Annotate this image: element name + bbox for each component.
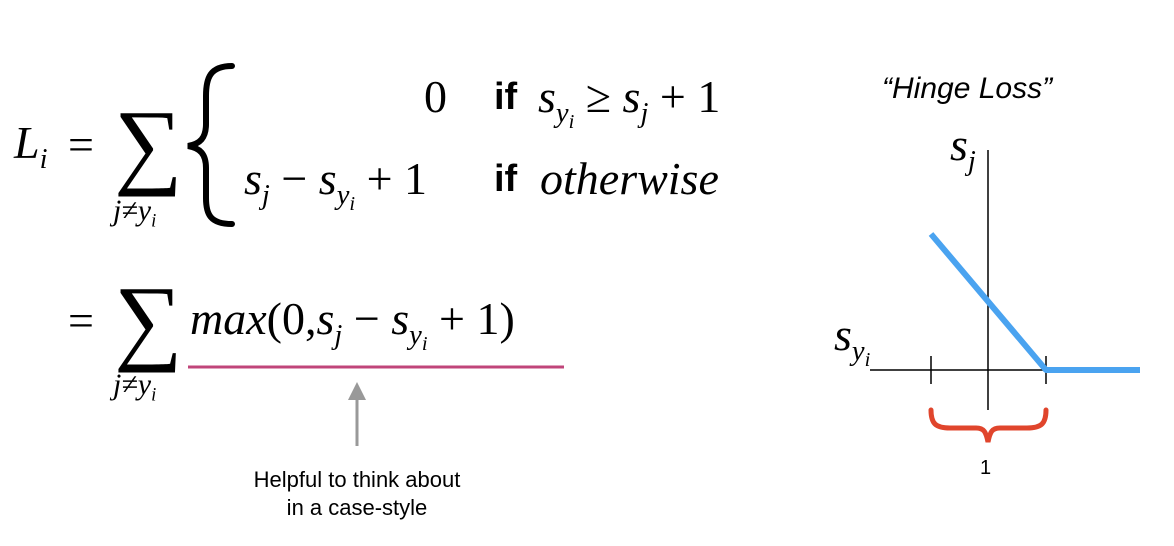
plot-title: “Hinge Loss” [882, 72, 1053, 105]
cases-left-brace [187, 63, 235, 227]
annotation-line-2: in a case-style [286, 495, 428, 520]
sum-symbol-1: ∑ [114, 90, 183, 197]
case2-expression: sj − syi + 1 [244, 153, 428, 216]
sum-limit-1: j≠yi [113, 194, 157, 232]
margin-brace [928, 407, 1049, 443]
equals-sign-2: = [68, 295, 94, 346]
x-axis-label: syi [834, 309, 871, 372]
max-expression: max(0,sj − syi + 1) [190, 293, 515, 356]
equals-sign-1: = [68, 119, 94, 170]
annotation-line-1: Helpful to think about [253, 467, 461, 492]
case1-value: 0 [424, 71, 447, 122]
y-axis-label: sj [950, 119, 976, 177]
sum-symbol-2: ∑ [114, 266, 183, 373]
brace-label: 1 [980, 457, 992, 479]
loss-symbol: Li [14, 117, 48, 175]
annotation-arrow-head [348, 382, 366, 400]
hinge-loss-line [928, 232, 1140, 373]
annotation-text: Helpful to think about in a case-style [254, 466, 461, 522]
case2-condition: otherwise [540, 153, 719, 204]
case2-if-keyword: if [494, 158, 518, 200]
case1-if-keyword: if [494, 76, 518, 118]
sum-limit-2: j≠yi [113, 368, 157, 406]
case1-condition: syi ≥ sj + 1 [538, 71, 721, 134]
